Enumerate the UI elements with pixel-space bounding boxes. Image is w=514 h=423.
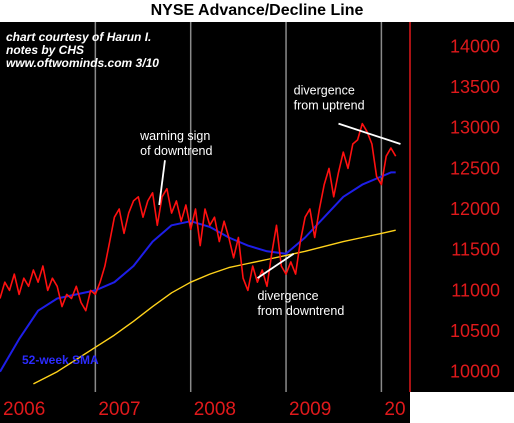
y-tick-labels: 10000 10500 11000 11500 12000 12500 13000 13500…	[450, 36, 500, 381]
year-labels: 2006 2007 2008 2009 20	[3, 399, 406, 420]
y-tick-3: 11500	[451, 240, 500, 260]
series-line-2	[33, 229, 396, 385]
annotation-line-0	[338, 122, 401, 145]
annotation-2-line-0: divergence	[257, 289, 318, 303]
chart-title: NYSE Advance/Decline Line	[150, 2, 364, 19]
year-dividers	[94, 22, 383, 423]
year-label-1: 2007	[98, 399, 140, 420]
annotation-0-line-1: from uptrend	[294, 98, 365, 112]
year-label-2: 2008	[194, 399, 236, 420]
y-tick-1: 10500	[450, 321, 500, 341]
annotation-2-line-1: from downtrend	[257, 304, 344, 318]
y-tick-5: 12500	[450, 158, 500, 178]
y-tick-0: 10000	[450, 362, 500, 382]
series-line-1	[0, 171, 396, 373]
y-tick-7: 13500	[450, 77, 500, 97]
year-label-0: 2006	[3, 399, 45, 420]
axis-panel	[410, 22, 514, 392]
credit-line-2: notes by CHS	[6, 43, 84, 57]
annotation-line-1	[158, 160, 166, 206]
y-tick-6: 13000	[450, 118, 500, 138]
credit-line-3: www.oftwominds.com 3/10	[6, 56, 159, 70]
annotation-0-line-0: divergence	[294, 83, 355, 97]
year-band	[0, 392, 410, 423]
series-line-0	[0, 122, 397, 312]
y-tick-2: 11000	[451, 280, 500, 300]
credit-line-1: chart courtesy of Harun I.	[6, 30, 151, 44]
y-tick-8: 14000	[450, 36, 500, 56]
annotation-lines	[158, 122, 401, 279]
legend-sma-label: 52-week SMA	[22, 353, 99, 367]
y-tick-4: 12000	[450, 199, 500, 219]
annotation-1-line-0: warning sign	[139, 129, 210, 143]
year-label-4: 20	[384, 399, 405, 420]
chart-plot: 2006 2007 2008 2009 20 100001050011000115001…	[0, 22, 514, 423]
year-label-3: 2009	[289, 399, 331, 420]
annotation-line-2	[256, 253, 295, 279]
plot-background	[0, 22, 410, 423]
series-group	[0, 122, 397, 385]
credit-block: chart courtesy of Harun I. notes by CHS …	[6, 30, 159, 70]
annotation-1-line-1: of downtrend	[140, 144, 212, 158]
